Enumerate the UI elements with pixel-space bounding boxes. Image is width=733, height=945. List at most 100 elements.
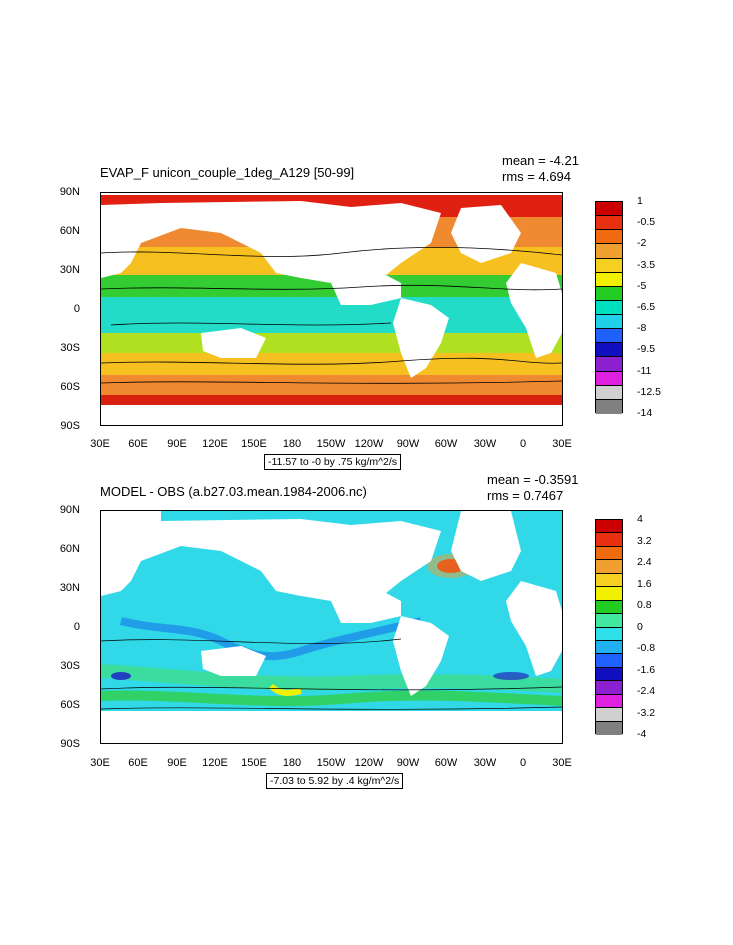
- lon-label: 120W: [354, 438, 384, 450]
- colorbar-label: 3.2: [637, 534, 652, 547]
- lon-label: 120W: [354, 757, 384, 769]
- lon-label: 150W: [316, 438, 346, 450]
- lon-label: 150E: [241, 757, 267, 769]
- colorbar-box: [596, 315, 622, 330]
- colorbar-box: [596, 600, 622, 615]
- diff-map: [100, 510, 563, 744]
- lon-label: 30E: [90, 757, 110, 769]
- lon-label: 30E: [90, 438, 110, 450]
- colorbar-label: -1.6: [637, 663, 656, 676]
- contour-info: -11.57 to -0 by .75 kg/m^2/s: [264, 454, 402, 470]
- lon-label: 60E: [128, 438, 148, 450]
- lon-label: 0: [519, 757, 527, 769]
- colorbar-label: 0: [637, 620, 643, 633]
- lon-label: 180: [282, 438, 302, 450]
- panel-title: EVAP_F unicon_couple_1deg_A129 [50-99]: [100, 165, 355, 180]
- lon-label: 30E: [552, 757, 572, 769]
- colorbar-box: [596, 520, 622, 534]
- colorbar-box: [596, 627, 622, 641]
- colorbar-label: -5: [637, 279, 647, 292]
- lon-label: 60E: [128, 757, 148, 769]
- colorbar-box: [596, 667, 622, 682]
- lat-label: 0: [73, 303, 80, 315]
- colorbar-label: 1.6: [637, 577, 652, 590]
- colorbar-label: 4: [637, 513, 643, 525]
- colorbar-label: 1: [637, 195, 643, 207]
- colorbar-box: [596, 694, 622, 709]
- colorbar-label: -4: [637, 728, 647, 740]
- colorbar-box: [596, 286, 622, 301]
- lon-label: 120E: [202, 438, 228, 450]
- evap-map-field: [101, 193, 562, 425]
- evap-map: [100, 192, 563, 426]
- colorbar-label: -0.8: [637, 642, 656, 654]
- rms-value: rms = 4.694: [502, 169, 572, 184]
- lat-label: 30S: [60, 342, 80, 354]
- colorbar-box: [596, 244, 622, 259]
- colorbar-box: [596, 202, 622, 217]
- lat-label: 90S: [60, 420, 80, 432]
- colorbar-box: [596, 614, 622, 628]
- lat-label: 90S: [60, 738, 80, 750]
- lat-label: 60N: [59, 543, 80, 555]
- colorbar-box: [596, 681, 622, 695]
- colorbar-box: [596, 573, 622, 588]
- colorbar-box: [596, 399, 622, 414]
- lon-label: 30W: [473, 757, 497, 769]
- colorbar-box: [596, 654, 622, 668]
- colorbar-box: [596, 708, 622, 722]
- colorbar-box: [596, 721, 622, 735]
- colorbar-label: -8: [637, 322, 647, 335]
- colorbar-box: [596, 385, 622, 400]
- lon-label: 120E: [202, 757, 228, 769]
- colorbar-label: -3.2: [637, 706, 656, 719]
- lon-label: 60W: [434, 757, 458, 769]
- colorbar-box: [596, 587, 622, 601]
- colorbar-box: [596, 371, 622, 386]
- colorbar-label: -11: [637, 364, 652, 377]
- lon-label: 90W: [396, 438, 420, 450]
- lat-label: 30N: [59, 582, 80, 594]
- colorbar-box: [596, 272, 622, 287]
- colorbar-label: -2: [637, 237, 647, 250]
- colorbar-box: [596, 300, 622, 315]
- lon-label: 90W: [396, 757, 420, 769]
- colorbar-box: [596, 560, 622, 574]
- lon-label: 180: [282, 757, 302, 769]
- colorbar-label: 2.4: [637, 556, 652, 568]
- lat-label: 60N: [59, 225, 80, 237]
- colorbar-box: [596, 533, 622, 547]
- colorbar-label: -14: [637, 407, 653, 419]
- colorbar-box: [596, 329, 622, 344]
- colorbar-label: -2.4: [637, 685, 656, 697]
- lon-label: 60W: [434, 438, 458, 450]
- colorbar-box: [596, 640, 622, 655]
- mean-value: mean = -4.21: [502, 153, 579, 168]
- lat-label: 60S: [60, 381, 80, 393]
- lat-label: 0: [73, 621, 80, 633]
- lat-label: 90N: [59, 186, 80, 198]
- lon-label: 90E: [167, 438, 187, 450]
- lon-label: 30W: [473, 438, 497, 450]
- lat-label: 30S: [60, 660, 80, 672]
- colorbar-label: 0.8: [637, 599, 652, 611]
- lon-label: 30E: [552, 438, 572, 450]
- colorbar-box: [596, 216, 622, 231]
- colorbar-label: -6.5: [637, 301, 656, 313]
- rms-value: rms = 0.7467: [487, 488, 564, 503]
- lat-label: 30N: [59, 264, 80, 276]
- diff-map-field: [101, 511, 562, 743]
- colorbar: [595, 201, 623, 414]
- lon-label: 150E: [241, 438, 267, 450]
- colorbar-box: [596, 258, 622, 273]
- lat-label: 60S: [60, 699, 80, 711]
- colorbar-label: -12.5: [637, 385, 661, 398]
- lon-label: 150W: [316, 757, 346, 769]
- lon-label: 90E: [167, 757, 187, 769]
- colorbar-box: [596, 230, 622, 245]
- colorbar-label: -9.5: [637, 343, 656, 356]
- colorbar-box: [596, 546, 622, 561]
- colorbar: [595, 519, 623, 735]
- colorbar-box: [596, 357, 622, 372]
- mean-value: mean = -0.3591: [487, 472, 579, 487]
